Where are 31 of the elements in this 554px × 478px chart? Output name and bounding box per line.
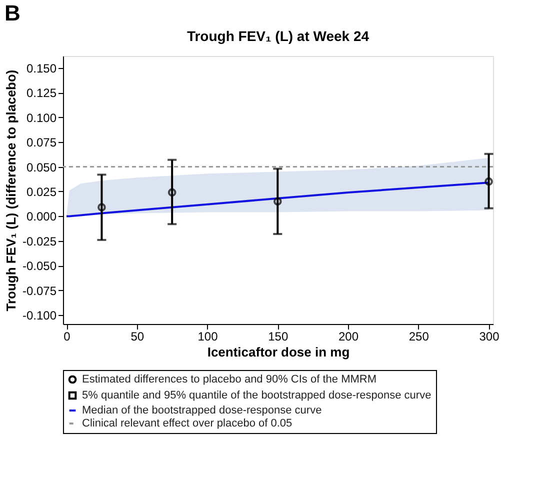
x-tick-label: 50	[130, 330, 144, 344]
y-tick-label: -0.050	[22, 259, 57, 274]
text: 5% quantile and 95% quantile of the bootstrapped dose-response curve	[82, 390, 432, 402]
y-tick-label: 0.125	[26, 86, 57, 100]
y-tick-label: -0.025	[22, 234, 57, 248]
x-axis-title: Icenticaftor dose in mg	[207, 344, 350, 360]
y-tick-label: -0.075	[22, 284, 57, 298]
y-tick-label: -0.100	[22, 308, 57, 323]
y-tick-label: 0.075	[26, 136, 57, 150]
x-tick-label: 300	[479, 330, 500, 344]
point	[273, 197, 282, 206]
y-tick-label: 0.000	[26, 210, 57, 224]
y-tick-label: 0.100	[26, 110, 57, 125]
y-tick-label: 0.025	[26, 184, 57, 199]
legend-label: Median of the bootstrapped dose-response curve	[82, 404, 322, 416]
text: B	[4, 0, 20, 26]
point	[484, 177, 493, 186]
legend-label: Clinical relevant effect over placebo of 0.05	[82, 418, 292, 430]
line-series	[66, 182, 490, 218]
legend-label: Estimated differences to placebo and 90% CIs of the MMRM	[82, 374, 376, 386]
point	[168, 188, 176, 197]
x-tick-label: 200	[338, 330, 359, 344]
y-tick-label: 0.050	[26, 160, 57, 174]
point	[98, 203, 106, 212]
x-tick-label: 150	[268, 330, 288, 344]
x-tick-label: 0	[64, 330, 71, 344]
x-tick-label: 100	[198, 330, 218, 344]
y-tick-label: 0.150	[26, 61, 57, 76]
chart-title: Trough FEV₁ (L) at Week 24	[186, 28, 370, 44]
y-axis-title: Trough FEV₁ (L) (difference to placebo)	[3, 70, 18, 312]
x-tick-label: 250	[408, 330, 430, 344]
